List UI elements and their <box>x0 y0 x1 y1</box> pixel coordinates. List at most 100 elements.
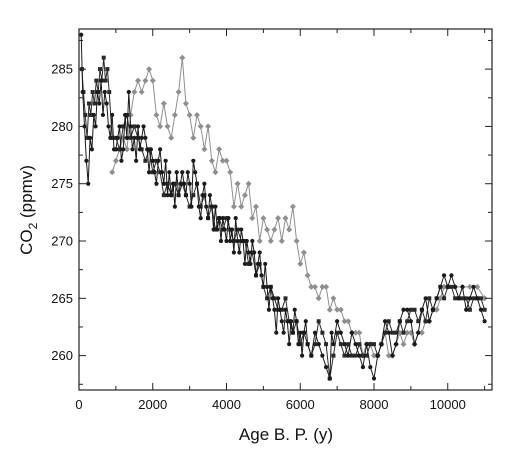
data-point <box>194 112 200 118</box>
data-point <box>183 193 189 198</box>
data-point <box>368 364 373 370</box>
data-point <box>84 158 89 163</box>
data-point <box>107 90 112 95</box>
data-point <box>130 147 135 152</box>
data-point <box>360 353 365 358</box>
data-point <box>423 319 428 324</box>
data-point <box>478 307 484 312</box>
y-axis-title-main: CO <box>17 229 36 255</box>
data-point <box>217 215 222 221</box>
data-point <box>88 112 93 117</box>
data-point <box>193 170 198 175</box>
data-point <box>316 319 321 324</box>
data-point <box>223 157 230 164</box>
data-point <box>98 67 103 72</box>
data-point <box>408 307 413 312</box>
data-point <box>481 295 488 302</box>
data-point <box>331 353 336 358</box>
data-point <box>281 330 286 335</box>
data-point <box>83 112 88 117</box>
data-point <box>128 124 133 129</box>
data-point <box>181 181 187 186</box>
data-point <box>164 123 171 130</box>
data-point <box>304 272 311 279</box>
data-point <box>146 170 152 175</box>
data-point <box>113 147 118 152</box>
data-point <box>274 330 279 335</box>
data-point <box>312 330 318 335</box>
data-point <box>442 296 447 301</box>
data-point <box>109 169 116 176</box>
y-axis-title: CO2 (ppmv) <box>17 165 40 255</box>
data-point <box>194 181 200 186</box>
data-point <box>234 180 241 187</box>
data-point <box>474 283 481 290</box>
data-point <box>143 135 148 140</box>
data-point <box>394 342 399 347</box>
data-point <box>202 181 207 186</box>
data-point <box>427 319 432 324</box>
data-point <box>342 342 347 347</box>
data-point <box>346 342 351 347</box>
data-point <box>191 158 196 163</box>
data-point <box>471 284 476 289</box>
data-point <box>278 238 285 244</box>
data-point <box>261 284 266 289</box>
data-point <box>93 124 98 129</box>
data-point <box>375 353 380 358</box>
data-point <box>172 204 177 209</box>
data-point <box>228 238 233 244</box>
data-point <box>441 283 448 290</box>
data-point <box>169 193 174 198</box>
data-point <box>248 261 253 267</box>
data-point <box>327 376 332 381</box>
data-point <box>270 296 275 301</box>
data-point <box>330 295 337 302</box>
data-point <box>212 169 219 176</box>
data-point <box>256 238 263 244</box>
data-point <box>329 330 334 335</box>
data-point <box>229 227 235 232</box>
data-point <box>259 273 264 278</box>
data-point <box>86 181 91 186</box>
y-axis-title-subscript: 2 <box>26 222 40 229</box>
data-point <box>264 284 270 289</box>
data-point <box>165 181 170 186</box>
data-point <box>255 261 260 267</box>
data-point <box>189 204 194 209</box>
data-point <box>205 215 211 221</box>
data-point <box>277 307 283 312</box>
data-point <box>145 147 150 152</box>
data-point <box>386 319 391 324</box>
plot-frame <box>78 28 493 391</box>
data-point <box>356 329 363 336</box>
tick-layer <box>78 29 492 390</box>
data-point <box>233 215 238 221</box>
data-point <box>323 364 329 370</box>
data-point <box>423 296 428 301</box>
data-point <box>349 330 354 335</box>
data-point <box>99 78 104 83</box>
data-point <box>119 158 124 163</box>
data-point <box>185 170 190 175</box>
y-tick-label: 280 <box>51 119 73 134</box>
data-point <box>372 342 376 347</box>
data-point <box>207 193 213 198</box>
x-axis-title: Age B. P. (y) <box>239 425 333 444</box>
data-point <box>230 203 237 210</box>
data-point <box>132 135 137 140</box>
data-point <box>163 158 168 163</box>
data-point <box>331 342 336 347</box>
data-point <box>138 89 145 95</box>
data-point <box>323 283 330 290</box>
data-point <box>100 112 106 118</box>
data-point <box>326 306 333 313</box>
data-point <box>482 319 487 324</box>
data-point <box>292 307 297 312</box>
data-point <box>467 296 472 301</box>
data-point <box>135 77 141 84</box>
data-point <box>80 89 85 95</box>
data-point <box>165 193 170 198</box>
data-point <box>132 124 137 129</box>
